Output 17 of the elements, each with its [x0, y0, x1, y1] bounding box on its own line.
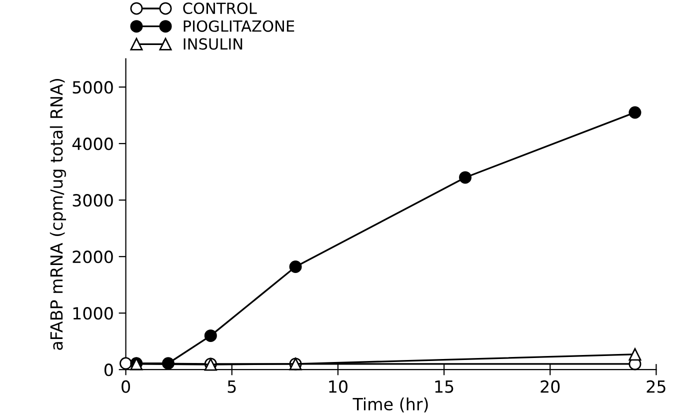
x-tick-label: 20 — [540, 380, 560, 393]
x-tick-label: 10 — [329, 380, 348, 393]
y-tick-label: 3000 — [72, 194, 113, 207]
x-tick-label: 5 — [228, 380, 236, 393]
legend-label: PIOGLITAZONE — [184, 20, 294, 32]
x-tick-label: 25 — [646, 380, 666, 393]
y-tick-label: 0 — [104, 364, 113, 376]
y-tick-label: 5000 — [72, 81, 113, 94]
y-tick-label: 2000 — [72, 250, 113, 264]
x-tick-label: 0 — [122, 380, 130, 393]
y-tick-label: 4000 — [72, 138, 113, 150]
x-axis-title: Time (hr) — [352, 398, 428, 412]
y-tick-label: 1000 — [73, 307, 113, 320]
y-axis-title: aFABP mRNA (cpm/ug total RNA) — [50, 78, 66, 350]
legend-label: CONTROL — [183, 2, 257, 14]
legend-label: INSULIN — [184, 38, 242, 50]
x-tick-label: 15 — [435, 380, 454, 393]
